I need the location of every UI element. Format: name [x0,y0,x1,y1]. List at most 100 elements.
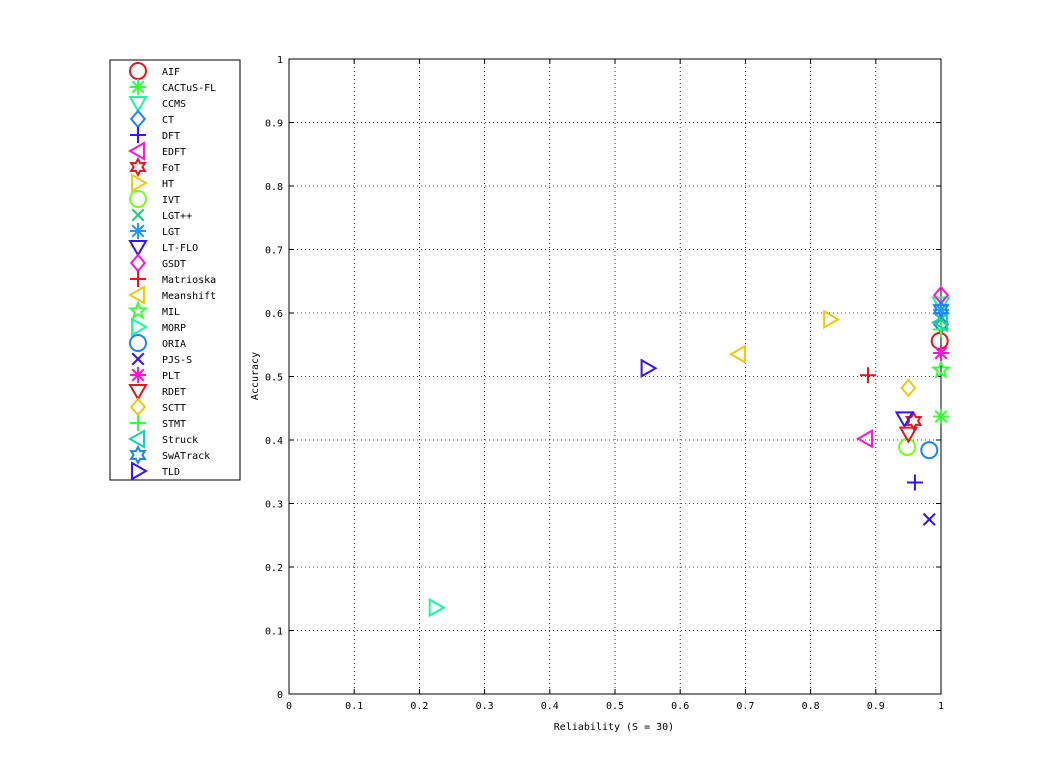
legend-marker-tld [131,461,149,481]
x-tick-label: 0.1 [345,701,363,712]
y-axis-tick-labels: 0 0.1 0.2 0.3 0.4 0.5 0.6 0.7 0.8 0.9 1 [265,55,283,701]
y-tick-label: 0.9 [265,119,283,130]
point-ht [823,309,841,330]
y-tick-label: 0.6 [265,309,283,320]
point-oria [920,441,939,460]
y-tick-label: 0 [277,690,283,701]
legend-box [109,59,241,481]
y-tick-label: 0.4 [265,436,283,447]
legend-label: MORP [162,323,186,334]
legend-label: Meanshift [162,291,216,302]
x-tick-label: 0 [286,701,292,712]
legend-items: AIF CACTuS-FL CCMS CT DFT EDFT FoT HT IVT LGT++ LG… [127,62,216,481]
legend-label: Struck [162,435,198,446]
legend-marker-fot [129,156,147,178]
legend-marker-meanshift [127,285,145,305]
point-swatrack [932,299,950,320]
point-plt [933,345,949,362]
x-axis-label: Reliability (S = 30) [554,722,674,733]
legend-label: ORIA [162,339,186,350]
point-rdet [898,426,919,444]
legend-marker-lgt [130,223,146,239]
legend-marker-oria [129,334,147,352]
point-matrioska [859,367,876,384]
point-struck [930,312,948,333]
x-tick-label: 0.6 [671,701,689,712]
legend-label: SCTT [162,403,186,414]
point-aif [930,331,949,350]
legend-label: GSDT [162,259,186,270]
legend-label: DFT [162,131,180,142]
point-dft [906,474,923,491]
legend-label: MIL [162,307,180,318]
legend-marker-matrioska [130,271,146,287]
legend-label: LGT [162,227,180,238]
legend-label: STMT [162,419,186,430]
data-points [428,285,952,618]
x-tick-label: 1 [938,701,944,712]
legend-label: IVT [162,195,180,206]
point-fot [904,410,923,432]
legend-label: LGT++ [162,211,192,222]
legend: AIF CACTuS-FL CCMS CT DFT EDFT FoT HT IVT LGT++ LG… [109,59,241,481]
legend-marker-dft [130,127,146,143]
y-tick-label: 0.5 [265,373,283,384]
legend-label: Matrioska [162,275,216,286]
plot-area [288,58,942,695]
point-pjs-s [922,512,936,526]
point-mil [930,359,952,379]
legend-label: PLT [162,371,180,382]
y-tick-label: 0.3 [265,500,283,511]
axis-ticks [288,58,942,695]
x-axis-tick-labels: 0 0.1 0.2 0.3 0.4 0.5 0.6 0.7 0.8 0.9 1 [286,701,944,712]
x-tick-label: 0.4 [541,701,559,712]
legend-label: EDFT [162,147,186,158]
legend-marker-mil [127,300,149,320]
legend-marker-morp [131,317,149,337]
legend-marker-swatrack [129,444,147,466]
x-tick-label: 0.2 [410,701,428,712]
point-tld [640,358,658,378]
legend-label: SwATrack [162,451,210,462]
legend-marker-ccms [128,96,148,114]
legend-marker-rdet [128,384,148,402]
point-morp [428,597,446,618]
point-ivt [898,437,917,456]
legend-marker-struck [127,429,145,449]
y-tick-label: 0.2 [265,563,283,574]
y-tick-label: 0.7 [265,246,283,257]
legend-label: LT-FLO [162,243,198,254]
y-tick-label: 1 [277,55,283,66]
x-tick-label: 0.8 [802,701,820,712]
legend-marker-edft [127,141,145,161]
legend-marker-ivt [129,190,147,208]
y-tick-label: 0.8 [265,182,283,193]
legend-marker-pjs-s [131,352,145,366]
point-cactus-fl [933,408,949,425]
point-lt-flo [894,411,915,429]
grid [289,59,941,694]
legend-label: RDET [162,387,186,398]
legend-marker-lt-flo [128,240,148,258]
point-sctt [900,378,917,398]
legend-label: AIF [162,67,180,78]
legend-label: CACTuS-FL [162,83,216,94]
legend-marker-plt [130,367,146,383]
x-tick-label: 0.9 [867,701,885,712]
legend-label: PJS-S [162,355,192,366]
point-meanshift [728,344,746,364]
legend-marker-stmt [130,415,146,431]
legend-label: CCMS [162,99,186,110]
y-axis-label: Accuracy [250,352,261,400]
legend-marker-ht [131,173,149,193]
point-edft [856,429,874,449]
legend-label: CT [162,115,174,126]
x-tick-label: 0.7 [736,701,754,712]
legend-label: HT [162,179,174,190]
y-tick-label: 0.1 [265,627,283,638]
x-tick-label: 0.3 [476,701,494,712]
x-tick-label: 0.5 [606,701,624,712]
legend-marker-cactus-fl [130,79,146,95]
